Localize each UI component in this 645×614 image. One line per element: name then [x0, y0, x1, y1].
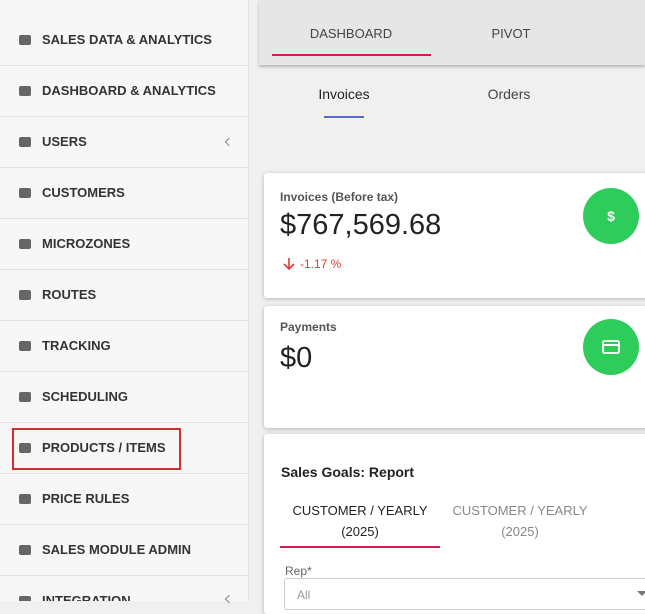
- nav-icon: [19, 392, 31, 402]
- goal-tab-line: CUSTOMER / YEARLY: [452, 503, 588, 518]
- nav-icon: [19, 494, 31, 504]
- top-tabs: DASHBOARD PIVOT: [259, 0, 645, 65]
- nav-item[interactable]: SALES DATA & ANALYTICS: [0, 15, 248, 66]
- sub-tab-indicator: [324, 116, 364, 118]
- goal-tab[interactable]: CUSTOMER / YEARLY (2025): [440, 500, 600, 542]
- goals-title: Sales Goals: Report: [281, 464, 415, 480]
- tab[interactable]: DASHBOARD: [309, 26, 393, 41]
- nav-item[interactable]: SCHEDULING: [0, 372, 248, 423]
- payments-card: Payments $0: [264, 306, 645, 428]
- nav-label: MICROZONES: [42, 236, 131, 251]
- nav-label: DASHBOARD & ANALYTICS: [42, 83, 216, 98]
- card-glyph: [602, 340, 620, 354]
- card-icon: [583, 319, 639, 375]
- invoice-card: Invoices (Before tax) $767,569.68 -1.17 …: [264, 173, 645, 298]
- card-icon: $: [583, 188, 639, 244]
- nav-item[interactable]: PRICE RULES: [0, 474, 248, 525]
- nav-label: CUSTOMERS: [42, 185, 125, 200]
- card-value: $767,569.68: [280, 209, 442, 241]
- sub-tab[interactable]: Orders: [487, 86, 531, 102]
- down-arrow: [283, 258, 295, 271]
- nav-icon: [19, 137, 31, 147]
- nav-item[interactable]: TRACKING: [0, 321, 248, 372]
- nav-icon: [19, 86, 31, 96]
- nav-label: USERS: [42, 134, 87, 149]
- card-label: Payments: [280, 320, 337, 334]
- goal-tab[interactable]: CUSTOMER / YEARLY (2025): [280, 500, 440, 542]
- nav-icon: [19, 239, 31, 249]
- nav-icon: [19, 443, 31, 453]
- dropdown-arrow: [637, 591, 645, 596]
- goal-tab-indicator: [280, 546, 440, 548]
- nav-icon: [19, 341, 31, 351]
- nav-icon: [19, 596, 31, 601]
- nav-label: PRODUCTS / ITEMS: [42, 440, 166, 455]
- nav-label: INTEGRATION: [42, 593, 131, 601]
- rep-value: All: [297, 588, 311, 602]
- goal-tab-line: CUSTOMER / YEARLY: [292, 503, 428, 518]
- goal-tab-line: (2025): [341, 524, 379, 539]
- tab[interactable]: PIVOT: [491, 26, 531, 41]
- nav-item[interactable]: DASHBOARD & ANALYTICS: [0, 66, 248, 117]
- card-value: $0: [280, 342, 313, 374]
- nav-icon: [19, 545, 31, 555]
- nav-item[interactable]: CUSTOMERS: [0, 168, 248, 219]
- nav-icon: [19, 290, 31, 300]
- nav-item[interactable]: ROUTES: [0, 270, 248, 321]
- nav-label: SCHEDULING: [42, 389, 128, 404]
- goal-tab-line: (2025): [501, 524, 539, 539]
- card-label: Invoices (Before tax): [280, 190, 399, 204]
- nav-label: PRICE RULES: [42, 491, 130, 506]
- nav-label: TRACKING: [42, 338, 111, 353]
- nav-item[interactable]: PRODUCTS / ITEMS: [0, 423, 248, 474]
- goals-card: Sales Goals: Report CUSTOMER / YEARLY (2…: [264, 434, 645, 614]
- sidebar: SALES DATA & ANALYTICS DASHBOARD & ANALYT…: [0, 0, 249, 601]
- rep-label: Rep*: [285, 564, 312, 578]
- nav-item[interactable]: USERS: [0, 117, 248, 168]
- rep-select[interactable]: All: [284, 578, 645, 610]
- sub-tab[interactable]: Invoices: [318, 86, 370, 102]
- tab-indicator: [272, 54, 431, 56]
- nav-label: SALES MODULE ADMIN: [42, 542, 192, 557]
- nav-icon: [19, 188, 31, 198]
- nav-item[interactable]: INTEGRATION: [0, 576, 248, 601]
- highlight-box: [12, 428, 181, 470]
- nav-label: ROUTES: [42, 287, 97, 302]
- nav-icon: [19, 35, 31, 45]
- nav-item[interactable]: MICROZONES: [0, 219, 248, 270]
- nav-item[interactable]: SALES MODULE ADMIN: [0, 525, 248, 576]
- nav-label: SALES DATA & ANALYTICS: [42, 32, 212, 47]
- card-change: -1.17 %: [300, 257, 342, 271]
